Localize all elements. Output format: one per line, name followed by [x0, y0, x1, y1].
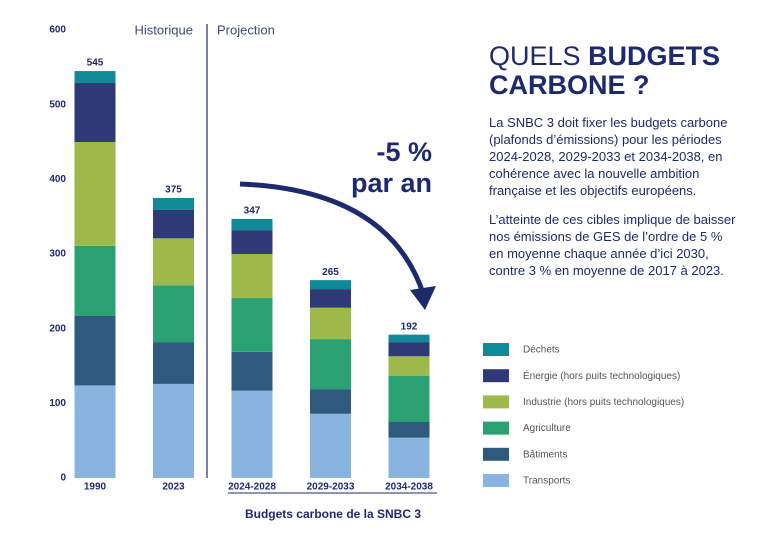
bar-segment: [388, 422, 430, 438]
bar-segment: [153, 285, 194, 343]
bar-segment: [153, 342, 194, 384]
bar-segment: [388, 437, 430, 478]
y-tick-label: 0: [60, 473, 66, 484]
legend-label: Déchets: [523, 345, 560, 356]
bar-segment: [74, 71, 116, 84]
bar-segment: [388, 342, 430, 357]
bar-segment: [74, 83, 116, 142]
bar-segment: [74, 385, 116, 478]
period-label: Projection: [217, 22, 275, 37]
legend-label: Transports: [523, 476, 570, 487]
total-label: 375: [165, 185, 182, 196]
bar-segment: [310, 339, 351, 390]
bar-segment: [310, 289, 351, 308]
bar-segment: [310, 307, 351, 340]
group-label: Budgets carbone de la SNBC 3: [245, 507, 421, 521]
legend-label: Bâtiments: [523, 449, 567, 460]
x-tick-label: 2023: [162, 482, 185, 493]
bar-segment: [153, 238, 194, 286]
y-tick-label: 500: [49, 99, 66, 110]
trend-arrow: [239, 181, 427, 297]
legend-swatch: [483, 447, 509, 461]
x-tick-label: 1990: [84, 482, 107, 493]
legend-label: Agriculture: [523, 423, 571, 434]
legend-swatch: [483, 395, 509, 409]
legend-swatch: [483, 369, 509, 383]
legend-swatch: [483, 474, 509, 487]
y-tick-label: 100: [49, 398, 66, 409]
heading-bold: BUDGETS CARBONE ?: [489, 41, 721, 100]
trend-label: -5 %: [376, 137, 432, 167]
total-label: 545: [87, 58, 104, 69]
total-label: 192: [401, 321, 418, 332]
bar-segment: [153, 209, 194, 239]
bar-segment: [388, 356, 430, 376]
legend-swatch: [483, 343, 509, 356]
bar-segment: [231, 298, 273, 352]
bar-segment: [310, 389, 351, 414]
trend-label: par an: [351, 168, 432, 198]
bar-segment: [310, 413, 351, 478]
y-tick-label: 200: [49, 323, 66, 334]
bar-segment: [74, 142, 116, 246]
y-tick-label: 600: [49, 25, 66, 36]
bar-segment: [231, 230, 273, 254]
bar-segment: [231, 390, 273, 478]
text-panel: QUELS BUDGETS CARBONE ? La SNBC 3 doit f…: [489, 42, 739, 291]
bar-segment: [388, 334, 430, 343]
x-tick-label: 2029-2033: [307, 482, 355, 493]
period-label: Historique: [134, 22, 193, 37]
bar-segment: [310, 280, 351, 290]
bar-segment: [388, 375, 430, 422]
paragraph: L’atteinte de ces cibles implique de bai…: [489, 212, 736, 278]
y-tick-label: 300: [49, 249, 66, 260]
legend-swatch: [483, 421, 509, 435]
heading-light: QUELS: [489, 41, 581, 71]
heading: QUELS BUDGETS CARBONE ?: [489, 42, 739, 100]
x-tick-label: 2024-2028: [228, 482, 276, 493]
bar-segment: [153, 198, 194, 210]
bar-segment: [231, 351, 273, 391]
total-label: 265: [322, 267, 339, 278]
bar-segment: [231, 254, 273, 299]
legend-label: Énergie (hors puits technologiques): [523, 369, 680, 382]
bar-segment: [74, 245, 116, 316]
trend-arrowhead: [410, 286, 436, 310]
y-tick-label: 400: [49, 174, 66, 185]
legend-label: Industrie (hors puits technologiques): [523, 397, 684, 408]
bar-segment: [231, 218, 273, 231]
paragraph: La SNBC 3 doit fixer les budgets carbone…: [489, 115, 728, 198]
x-tick-label: 2034-2038: [385, 482, 433, 493]
total-label: 347: [244, 206, 261, 217]
bar-segment: [74, 315, 116, 386]
bar-segment: [153, 383, 194, 478]
